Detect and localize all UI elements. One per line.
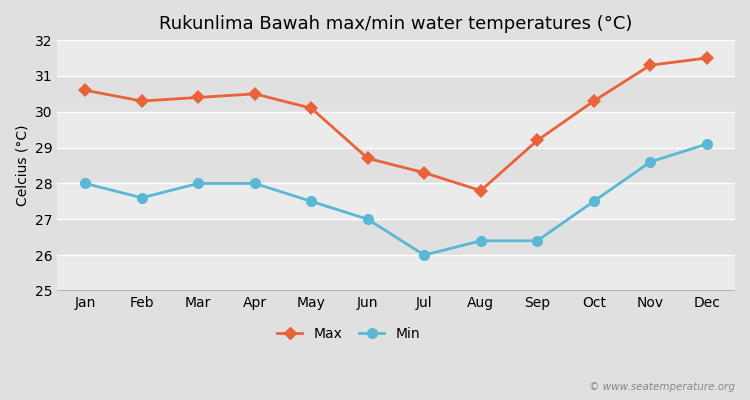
Min [137,195,146,200]
Max [646,63,655,68]
Bar [57,76,735,112]
Max [137,99,146,104]
Bar [57,148,735,184]
Max [251,92,260,96]
Text: © www.seatemperature.org: © www.seatemperature.org [589,382,735,392]
Max [476,188,485,193]
Min [363,217,372,222]
Max [194,95,202,100]
Line: Min: Min [80,138,712,261]
Y-axis label: Celcius (°C): Celcius (°C) [15,125,29,206]
Min [420,253,429,258]
Min [476,238,485,243]
Min [532,238,542,243]
Bar [57,184,735,219]
Min [646,160,655,164]
Title: Rukunlima Bawah max/min water temperatures (°C): Rukunlima Bawah max/min water temperatur… [159,15,633,33]
Min [251,181,260,186]
Max [702,56,711,60]
Bar [57,40,735,76]
Min [590,199,598,204]
Min [194,181,202,186]
Bar [57,255,735,291]
Max [532,138,542,143]
Min [81,181,90,186]
Legend: Max, Min: Max, Min [272,322,425,347]
Max [590,99,598,104]
Max [363,156,372,161]
Bar [57,219,735,255]
Min [307,199,316,204]
Max [81,88,90,93]
Line: Max: Max [80,53,712,196]
Bar [57,112,735,148]
Max [420,170,429,175]
Min [702,142,711,146]
Max [307,106,316,110]
